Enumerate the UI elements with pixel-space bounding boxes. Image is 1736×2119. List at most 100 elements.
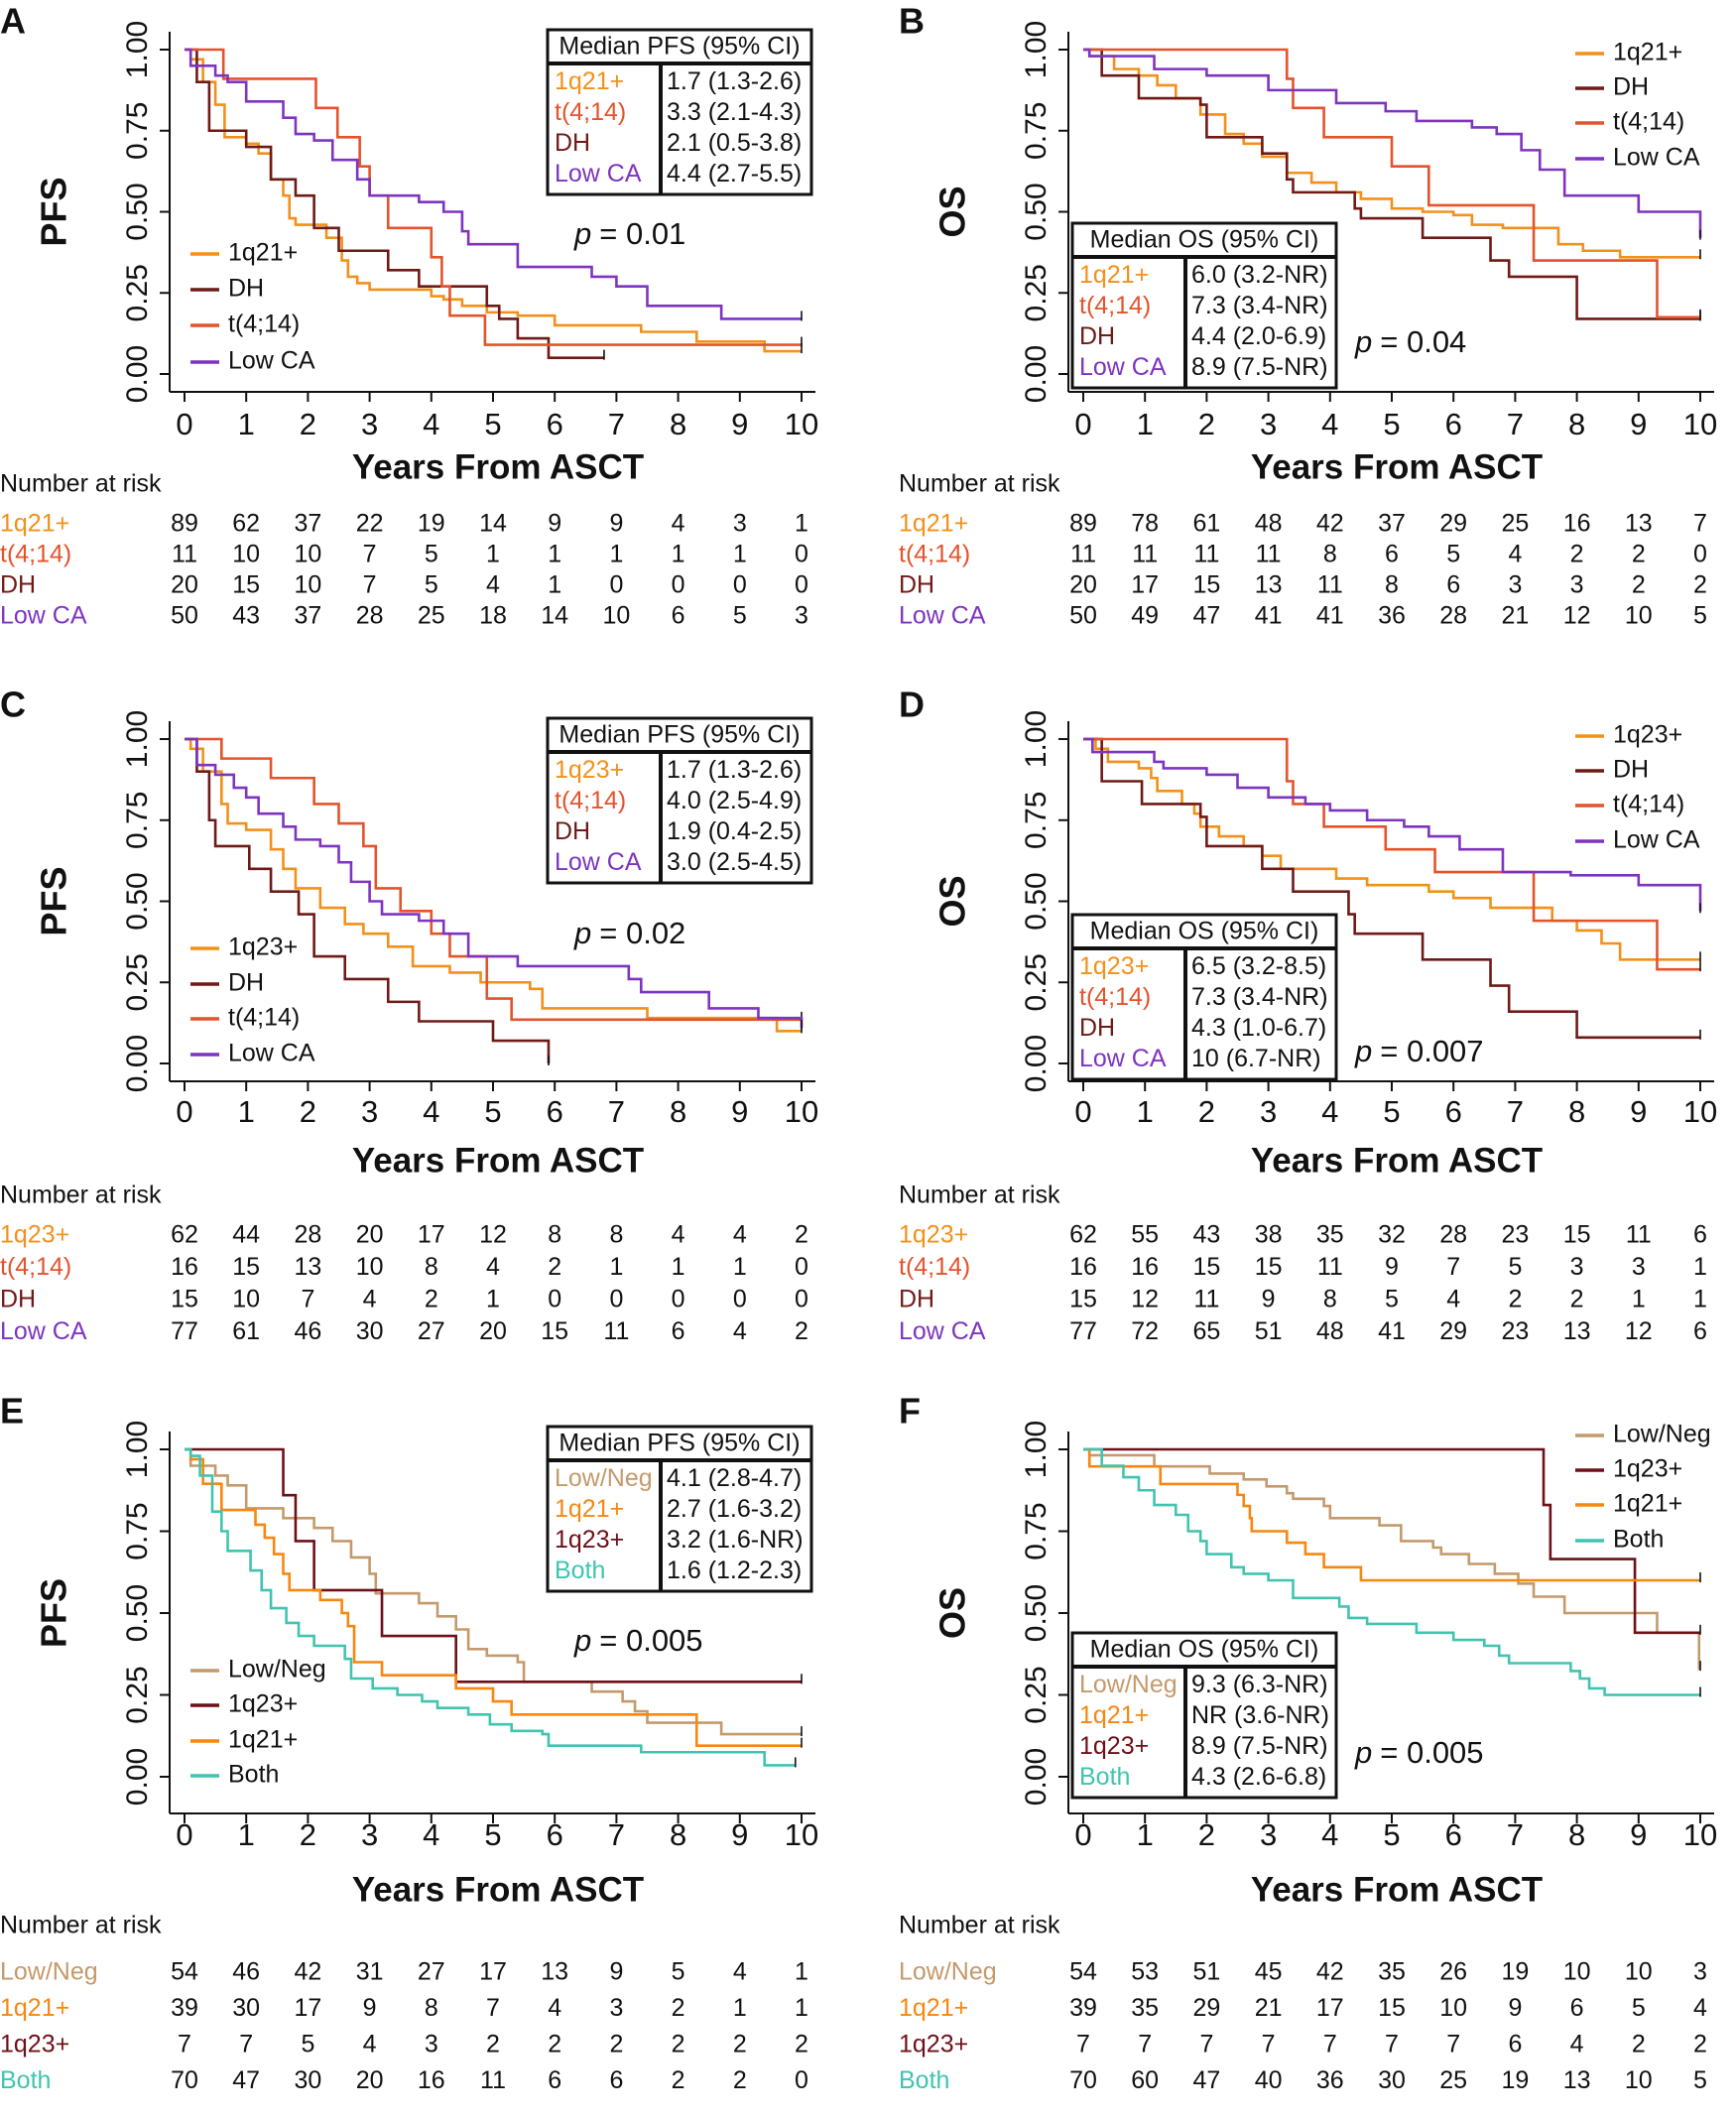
risk-count: 8 (1323, 541, 1337, 568)
risk-table-group: t(4;14) (899, 541, 970, 568)
risk-count: 13 (1563, 1317, 1591, 1345)
risk-table-group: Both (0, 2066, 51, 2094)
risk-count: 1 (486, 1286, 500, 1313)
x-tick-label: 7 (1507, 407, 1524, 441)
risk-count: 21 (1501, 602, 1529, 630)
panel-letter: C (0, 685, 26, 725)
median-table-box (1070, 1631, 1338, 1800)
p-value: p = 0.005 (573, 1623, 703, 1658)
risk-table-group: DH (899, 1286, 934, 1313)
risk-count: 65 (1192, 1317, 1220, 1345)
risk-count: 12 (479, 1221, 507, 1249)
risk-count: 28 (294, 1221, 321, 1249)
risk-table-group: Low CA (899, 1317, 986, 1345)
risk-count: 2 (795, 2031, 808, 2058)
risk-count: 9 (1262, 1286, 1276, 1313)
y-tick-label: 0.00 (121, 1035, 154, 1092)
median-table-value: 4.0 (2.5-4.9) (667, 787, 802, 814)
risk-count: 2 (609, 2031, 623, 2058)
panel-letter: F (899, 1391, 921, 1432)
risk-table-title: Number at risk (0, 1182, 162, 1209)
risk-count: 7 (1199, 2031, 1213, 2058)
risk-count: 10 (1625, 2066, 1653, 2094)
risk-count: 3 (609, 1994, 623, 2022)
risk-count: 18 (479, 602, 507, 630)
median-table-value: 2.1 (0.5-3.8) (667, 129, 802, 157)
x-tick-label: 9 (1630, 1817, 1647, 1852)
median-table-value: 3.3 (2.1-4.3) (667, 98, 802, 126)
median-table-group: Low/Neg (1079, 1671, 1178, 1698)
y-tick-label: 1.00 (1020, 1421, 1053, 1478)
risk-table-group: DH (899, 571, 934, 599)
x-axis-label: Years From ASCT (1251, 1141, 1543, 1180)
risk-table-group: t(4;14) (899, 1253, 970, 1281)
p-value-text: = 0.005 (599, 1623, 702, 1658)
risk-count: 11 (1317, 571, 1343, 599)
risk-count: 15 (1069, 1286, 1097, 1313)
km-curve-1q21- (1083, 48, 1700, 259)
risk-table-group: t(4;14) (0, 1253, 71, 1281)
risk-count: 1 (795, 510, 808, 538)
panel-letter: A (0, 1, 26, 42)
y-axis-label: PFS (34, 866, 74, 935)
risk-count: 7 (301, 1286, 314, 1313)
legend-label: 1q23+ (1613, 721, 1682, 749)
risk-count: 25 (1501, 510, 1529, 538)
km-curve-low-ca (1083, 48, 1702, 238)
risk-count: 15 (1378, 1994, 1406, 2022)
p-value-text: = 0.04 (1380, 324, 1466, 359)
median-table-value: NR (3.6-NR) (1191, 1701, 1329, 1729)
x-tick-label: 6 (1445, 407, 1462, 441)
x-tick-label: 2 (1198, 1094, 1215, 1129)
risk-count: 11 (1626, 1221, 1652, 1249)
risk-count: 4 (363, 2031, 377, 2058)
legend-label: 1q21+ (228, 1726, 298, 1754)
median-table-box (1070, 913, 1338, 1081)
risk-count: 6 (548, 2066, 561, 2094)
risk-count: 1 (733, 1994, 747, 2022)
risk-count: 12 (1563, 602, 1591, 630)
risk-count: 7 (1385, 2031, 1399, 2058)
risk-count: 13 (1563, 2066, 1591, 2094)
risk-count: 0 (548, 1286, 561, 1313)
risk-table-group: Low/Neg (899, 1958, 997, 1986)
y-tick-label: 0.25 (121, 1666, 154, 1723)
x-tick-label: 9 (731, 407, 748, 441)
legend-label: DH (1613, 73, 1649, 101)
risk-table-group: 1q23+ (0, 2031, 69, 2058)
median-table-value: 8.9 (7.5-NR) (1191, 1732, 1328, 1760)
x-tick-label: 4 (423, 1094, 439, 1129)
x-tick-label: 2 (1198, 1817, 1215, 1852)
legend-label: DH (228, 275, 264, 303)
risk-count: 27 (418, 1317, 445, 1345)
risk-count: 62 (232, 510, 260, 538)
risk-table-title: Number at risk (0, 1912, 162, 1939)
risk-count: 62 (1069, 1221, 1097, 1249)
p-symbol: p (573, 1623, 591, 1658)
risk-count: 10 (1625, 1958, 1653, 1986)
risk-count: 28 (1439, 1221, 1467, 1249)
risk-count: 1 (795, 1958, 808, 1986)
risk-count: 16 (1069, 1253, 1097, 1281)
panel-letter: D (899, 685, 925, 725)
y-tick-label: 0.75 (121, 102, 154, 160)
risk-count: 43 (1192, 1221, 1220, 1249)
p-symbol: p (1354, 1034, 1372, 1068)
risk-count: 9 (1508, 1994, 1522, 2022)
risk-table-group: Low CA (899, 602, 986, 630)
km-curve-both (185, 1447, 796, 1767)
risk-table-group: DH (0, 571, 36, 599)
km-curve-dh (185, 737, 551, 1063)
median-table-value: 4.1 (2.8-4.7) (667, 1464, 802, 1492)
risk-count: 0 (795, 1253, 808, 1281)
risk-count: 46 (294, 1317, 321, 1345)
panel-letter: E (0, 1391, 24, 1432)
median-table-title: Median PFS (95% CI) (558, 1430, 800, 1457)
risk-count: 41 (1316, 602, 1344, 630)
risk-count: 8 (425, 1994, 438, 2022)
risk-count: 0 (795, 1286, 808, 1313)
x-tick-label: 5 (1383, 407, 1400, 441)
risk-count: 7 (1693, 510, 1707, 538)
legend-label: 1q23+ (1613, 1455, 1682, 1483)
risk-count: 6 (1508, 2031, 1522, 2058)
